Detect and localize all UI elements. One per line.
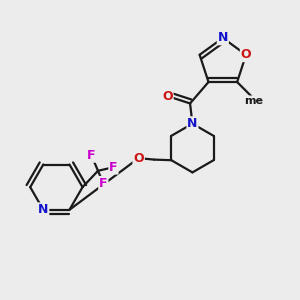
- Text: N: N: [218, 32, 228, 44]
- Text: F: F: [99, 177, 108, 190]
- Text: F: F: [87, 149, 96, 162]
- Text: O: O: [133, 152, 144, 165]
- Text: N: N: [38, 203, 49, 216]
- Text: O: O: [162, 89, 173, 103]
- Text: me: me: [244, 96, 263, 106]
- Text: F: F: [109, 161, 118, 174]
- Text: N: N: [187, 117, 198, 130]
- Text: O: O: [241, 48, 251, 61]
